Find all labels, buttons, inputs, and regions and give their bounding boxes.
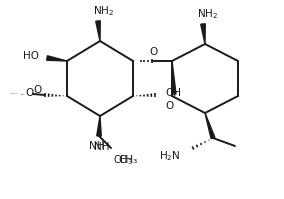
Text: methyl: methyl xyxy=(20,93,26,95)
Polygon shape xyxy=(96,21,100,41)
Text: NH: NH xyxy=(94,142,110,152)
Text: O: O xyxy=(26,88,34,98)
Polygon shape xyxy=(172,61,176,94)
Text: CH$_3$: CH$_3$ xyxy=(113,153,133,167)
Text: CH₃: CH₃ xyxy=(118,155,137,165)
Polygon shape xyxy=(47,56,67,61)
Text: HO: HO xyxy=(23,51,39,61)
Text: methoxy-O: methoxy-O xyxy=(11,92,19,94)
Polygon shape xyxy=(97,116,101,136)
Text: NH$_2$: NH$_2$ xyxy=(93,4,114,18)
Text: O: O xyxy=(166,101,174,111)
Text: OH: OH xyxy=(165,88,181,98)
Polygon shape xyxy=(205,113,215,139)
Text: O: O xyxy=(33,85,41,95)
Polygon shape xyxy=(201,24,205,44)
Text: NH: NH xyxy=(89,141,105,151)
Text: NH$_2$: NH$_2$ xyxy=(197,7,219,21)
Text: H$_2$N: H$_2$N xyxy=(159,149,181,163)
Text: O: O xyxy=(149,47,157,57)
